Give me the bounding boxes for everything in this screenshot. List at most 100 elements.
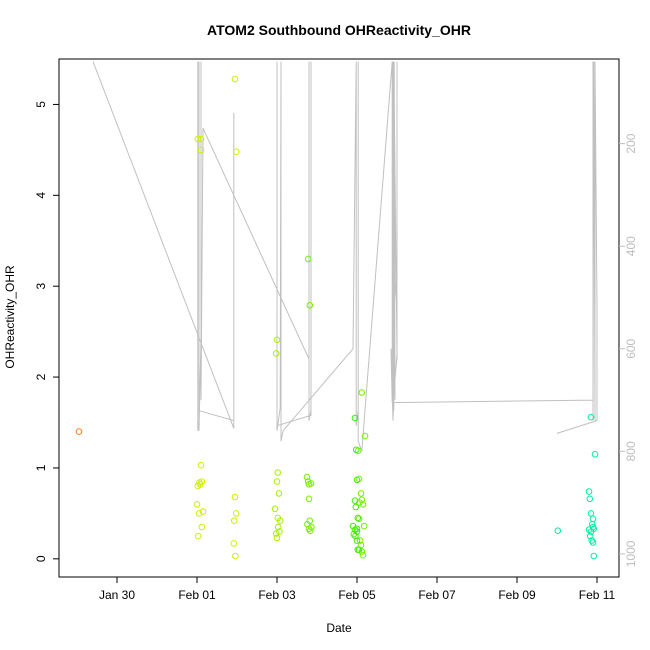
data-point: [357, 490, 365, 497]
data-point: [230, 517, 238, 525]
plot-frame: [58, 58, 620, 578]
data-point: [304, 255, 312, 263]
x-tick-label: Feb 03: [258, 588, 296, 602]
y-axis: 0 1 2 3 4 5: [34, 101, 59, 562]
data-point: [586, 495, 594, 503]
data-point: [194, 135, 202, 143]
data-point: [198, 523, 206, 531]
y-tick-label: 1: [34, 464, 48, 471]
data-point: [273, 534, 281, 542]
y2-tick-label: 1000: [624, 540, 638, 567]
data-point: [306, 302, 314, 309]
data-point: [194, 532, 202, 540]
data-point: [587, 413, 595, 421]
data-point: [231, 493, 239, 501]
data-point: [196, 479, 203, 486]
chart-title: ATOM2 Southbound OHReactivity_OHR: [207, 22, 471, 38]
x-tick-label: Feb 01: [178, 588, 216, 602]
y2-tick-label: 600: [624, 338, 638, 358]
x-tick-label: Feb 07: [418, 588, 456, 602]
data-point: [361, 432, 369, 440]
data-point: [276, 517, 284, 525]
data-point: [273, 336, 281, 344]
y-axis-label: OHReactivity_OHR: [3, 265, 17, 369]
data-point: [230, 540, 238, 547]
series-3: [303, 255, 369, 559]
data-point: [554, 527, 562, 535]
data-point: [199, 508, 207, 515]
data-point: [359, 501, 367, 508]
data-point: [589, 515, 597, 523]
data-point: [308, 523, 315, 531]
data-point: [75, 428, 83, 435]
y-tick-label: 3: [34, 283, 48, 290]
y2-tick-label: 400: [624, 236, 638, 256]
data-point: [272, 350, 280, 357]
y-tick-label: 5: [34, 101, 48, 108]
data-point: [232, 510, 240, 517]
data-point: [353, 537, 361, 544]
series-2: [271, 336, 284, 542]
data-point: [360, 522, 368, 530]
data-point: [591, 451, 599, 458]
data-point: [305, 495, 313, 503]
x-tick-label: Feb 09: [498, 588, 536, 602]
data-point: [272, 530, 280, 537]
data-point: [306, 527, 314, 535]
series-0: [75, 428, 83, 435]
series-4: [349, 414, 363, 554]
data-point: [197, 461, 205, 469]
data-point: [590, 552, 598, 560]
data-point: [232, 148, 240, 155]
data-point: [354, 546, 362, 554]
data-point: [356, 499, 363, 506]
series-5: [554, 413, 599, 560]
x-tick-label: Feb 05: [338, 588, 376, 602]
data-point: [273, 478, 281, 485]
data-point: [588, 521, 596, 528]
track-line: [92, 61, 598, 452]
data-point: [271, 505, 279, 513]
data-points: [75, 75, 599, 560]
data-point: [585, 488, 593, 495]
data-point: [304, 478, 312, 485]
data-point: [351, 414, 359, 422]
data-point: [354, 514, 362, 522]
data-point: [276, 528, 283, 535]
y2-tick-label: 200: [624, 133, 638, 153]
data-point: [352, 532, 359, 540]
y2-tick-label: 800: [624, 441, 638, 461]
data-point: [231, 75, 239, 83]
data-point: [193, 501, 201, 508]
data-point: [197, 146, 205, 154]
data-point: [232, 552, 239, 560]
data-point: [275, 490, 283, 497]
data-point: [352, 446, 360, 454]
data-point: [356, 537, 364, 544]
flight-track: [92, 61, 598, 452]
data-point: [195, 510, 203, 517]
y-tick-label: 4: [34, 192, 48, 199]
x-axis-label: Date: [326, 621, 352, 635]
data-point: [352, 503, 360, 511]
data-point: [586, 532, 594, 540]
data-point: [353, 528, 361, 535]
data-point: [303, 473, 311, 481]
secondary-y-axis: 200 400 600 800 1000: [619, 133, 638, 567]
data-point: [587, 528, 595, 535]
data-point: [585, 526, 593, 534]
x-axis: Jan 30 Feb 01 Feb 03 Feb 05 Feb 07 Feb 09 Feb …: [99, 577, 616, 602]
data-point: [355, 515, 363, 523]
data-point: [274, 523, 282, 531]
series-1: [193, 75, 240, 560]
data-point: [353, 476, 361, 484]
data-point: [351, 497, 359, 505]
y-tick-label: 0: [34, 555, 48, 562]
y-tick-label: 2: [34, 373, 48, 380]
x-tick-label: Feb 11: [579, 588, 616, 602]
data-point: [274, 469, 282, 476]
data-point: [358, 389, 366, 396]
data-point: [359, 551, 367, 559]
data-point: [197, 135, 205, 143]
